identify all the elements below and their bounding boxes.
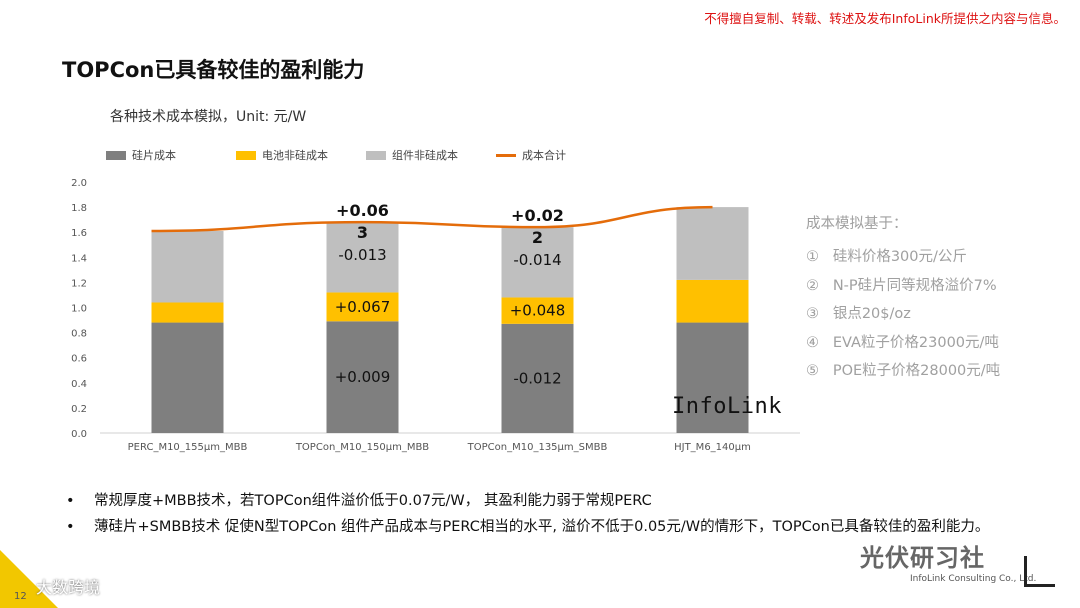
y-tick-label: 1.4 xyxy=(71,253,87,264)
bar-segment xyxy=(676,322,749,433)
note-item: ⑤ POE粒子价格28000元/吨 xyxy=(806,363,1001,379)
x-tick-label: HJT_M6_140μm xyxy=(674,442,751,453)
chart-title: 各种技术成本模拟，Unit: 元/W xyxy=(110,109,307,125)
y-tick-label: 1.0 xyxy=(71,304,87,315)
watermark-right: 光伏研习社 xyxy=(860,544,985,572)
legend-swatch xyxy=(496,153,516,157)
conclusion-bullets: 常规厚度+MBB技术，若TOPCon组件溢价低于0.07元/W， 其盈利能力弱于… xyxy=(66,488,1026,540)
legend-swatch xyxy=(106,150,126,160)
legend-label: 成本合计 xyxy=(522,149,566,162)
segment-delta-label: -0.013 xyxy=(338,246,386,264)
bar-segment xyxy=(501,227,574,298)
disclaimer-text: 不得擅自复制、转载、转述及发布InfoLink所提供之内容与信息。 xyxy=(704,11,1066,26)
legend-item-cell: 电池非硅成本 xyxy=(236,147,366,163)
infolink-logo-icon xyxy=(1024,556,1055,587)
note-item: ① 硅料价格300元/公斤 xyxy=(806,249,967,265)
segment-delta-label: -0.012 xyxy=(513,369,561,387)
x-tick-label: PERC_M10_155μm_MBB xyxy=(128,442,248,453)
y-tick-label: 0.2 xyxy=(71,404,87,415)
segment-delta-label: +0.048 xyxy=(510,302,566,320)
page-number: 12 xyxy=(14,591,27,602)
bar-segment xyxy=(501,323,574,433)
y-tick-label: 1.8 xyxy=(71,203,87,214)
total-delta-label: +0.06 xyxy=(336,201,389,220)
note-item: ③ 银点20$/oz xyxy=(806,306,911,322)
legend-item-total: 成本合计 xyxy=(496,147,636,163)
watermark-left: 大数跨境 xyxy=(36,578,101,597)
page-title: TOPCon已具备较佳的盈利能力 xyxy=(62,58,365,82)
bar-segment xyxy=(676,279,749,323)
legend-item-module: 组件非硅成本 xyxy=(366,147,496,163)
bar-segment xyxy=(676,207,749,280)
segment-delta-label: +0.009 xyxy=(335,368,391,386)
y-tick-label: 0.6 xyxy=(71,354,87,365)
bar-segment xyxy=(151,230,224,303)
watermark-right-sub: InfoLink Consulting Co., Ltd. xyxy=(910,574,1037,584)
y-tick-label: 1.2 xyxy=(71,278,87,289)
bullet-item: 薄硅片+SMBB技术 促使N型TOPCon 组件产品成本与PERC相当的水平, … xyxy=(66,514,1026,540)
y-tick-label: 1.6 xyxy=(71,228,87,239)
total-delta-label: +0.02 xyxy=(511,206,564,225)
infolink-watermark: InfoLink xyxy=(672,394,782,419)
legend-swatch xyxy=(236,150,256,160)
notes-title: 成本模拟基于： xyxy=(806,216,908,232)
bar-segment xyxy=(151,322,224,433)
note-item: ② N-P硅片同等规格溢价7% xyxy=(806,277,997,294)
y-tick-label: 0.0 xyxy=(71,429,87,440)
total-delta-label: 2 xyxy=(532,228,543,247)
bar-segment xyxy=(326,292,399,322)
chart-legend: 硅片成本 电池非硅成本 组件非硅成本 成本合计 xyxy=(106,147,636,163)
bar-segment xyxy=(326,222,399,293)
segment-delta-label: +0.067 xyxy=(335,298,391,316)
total-cost-line xyxy=(151,205,713,233)
legend-label: 组件非硅成本 xyxy=(392,149,458,162)
y-tick-label: 2.0 xyxy=(71,178,87,189)
x-tick-label: TOPCon_M10_135μm_SMBB xyxy=(467,442,608,453)
page-corner-decoration xyxy=(0,550,58,608)
x-tick-label: TOPCon_M10_150μm_MBB xyxy=(295,442,429,453)
y-tick-label: 0.8 xyxy=(71,329,87,340)
legend-item-wafer: 硅片成本 xyxy=(106,147,236,163)
legend-label: 硅片成本 xyxy=(132,149,176,162)
legend-label: 电池非硅成本 xyxy=(262,149,328,162)
bar-segment xyxy=(501,297,574,324)
segment-delta-label: -0.014 xyxy=(513,251,561,269)
y-tick-label: 0.4 xyxy=(71,379,87,390)
assumption-notes: 成本模拟基于： ① 硅料价格300元/公斤 ② N-P硅片同等规格溢价7% ③ … xyxy=(806,212,1000,386)
bullet-item: 常规厚度+MBB技术，若TOPCon组件溢价低于0.07元/W， 其盈利能力弱于… xyxy=(66,488,1026,514)
legend-swatch xyxy=(366,150,386,160)
note-item: ④ EVA粒子价格23000元/吨 xyxy=(806,334,999,351)
bar-segment xyxy=(151,302,224,323)
total-delta-label: 3 xyxy=(357,223,368,242)
bar-segment xyxy=(326,321,399,433)
